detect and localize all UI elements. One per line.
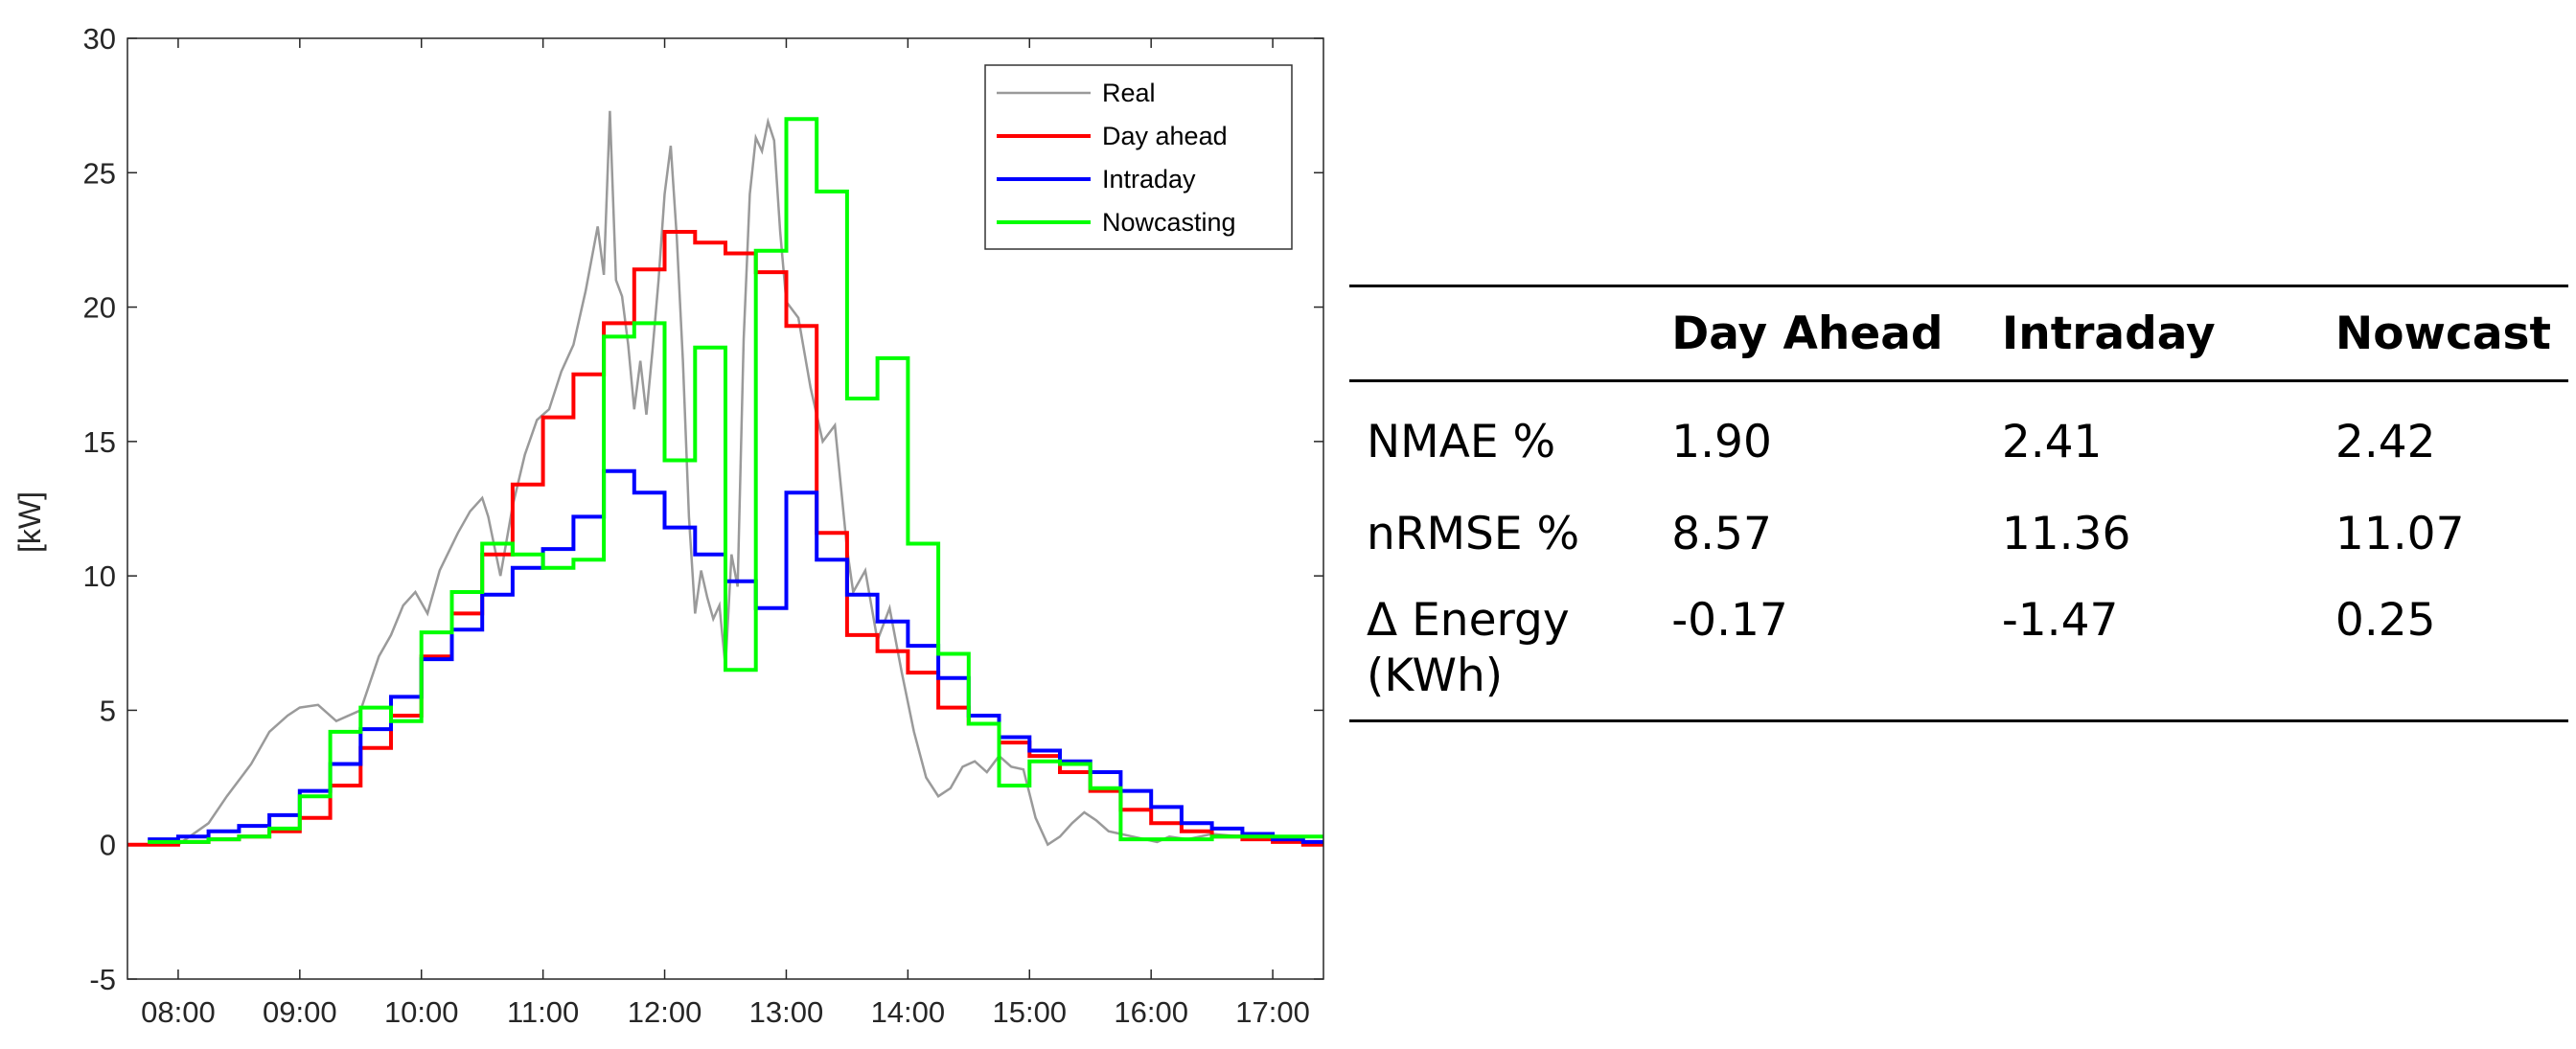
- x-tick-label: 09:00: [263, 995, 337, 1029]
- cell-day-ahead: 8.57: [1671, 507, 1772, 560]
- metrics-row-nrmse: nRMSE % 8.57 11.36 11.07: [1349, 488, 2568, 580]
- x-tick-label: 16:00: [1114, 995, 1188, 1029]
- x-tick-label: 12:00: [628, 995, 702, 1029]
- row-label: nRMSE %: [1367, 507, 1580, 560]
- metrics-table-container: Day Ahead Intraday Nowcast NMAE % 1.90 2…: [1349, 285, 2568, 722]
- row-label-line1: Δ Energy: [1367, 594, 1570, 647]
- y-axis-label: [kW]: [12, 491, 47, 553]
- series-line-intraday: [148, 468, 1323, 844]
- forecast-line-chart: -5 0 5 10 15 20 25 30 08:00 09:00 10:00 11:00 12:00…: [12, 22, 1324, 1029]
- cell-day-ahead: -0.17: [1654, 580, 1985, 722]
- x-tick-label: 14:00: [871, 995, 946, 1029]
- row-label: NMAE %: [1367, 415, 1556, 468]
- legend-label-day-ahead: Day ahead: [1102, 122, 1228, 150]
- header-day-ahead: Day Ahead: [1654, 285, 1985, 382]
- y-tick-label: -5: [89, 963, 116, 996]
- cell-intraday: -1.47: [1984, 580, 2318, 722]
- cell-nowcast: 0.25: [2317, 580, 2568, 722]
- cell-nowcast: 2.42: [2334, 415, 2436, 468]
- series-line-real: [148, 110, 1316, 847]
- plot-frame: [126, 37, 1324, 980]
- series-line-nowcasting: [148, 117, 1323, 844]
- x-tick-label: 10:00: [384, 995, 459, 1029]
- cell-intraday: 2.41: [2001, 415, 2103, 468]
- x-tick-label: 08:00: [141, 995, 216, 1029]
- x-tick-label: 13:00: [749, 995, 824, 1029]
- header-intraday: Intraday: [1984, 285, 2318, 382]
- metrics-row-energy: Δ Energy (KWh) -0.17 -1.47 0.25: [1349, 580, 2568, 722]
- cell-day-ahead: 1.90: [1671, 415, 1772, 468]
- metrics-row-nmae: NMAE % 1.90 2.41 2.42: [1349, 381, 2568, 489]
- row-label-line2: (KWh): [1367, 650, 1504, 702]
- metrics-table: Day Ahead Intraday Nowcast NMAE % 1.90 2…: [1349, 285, 2568, 722]
- legend-label-nowcasting: Nowcasting: [1102, 208, 1236, 237]
- cell-intraday: 11.36: [2001, 507, 2131, 560]
- y-tick-label: 0: [100, 829, 116, 862]
- x-tick-label: 17:00: [1235, 995, 1310, 1029]
- y-tick-label: 25: [83, 156, 116, 190]
- legend: Real Day ahead Intraday Nowcasting: [984, 64, 1293, 250]
- x-tick-label: 11:00: [507, 995, 579, 1029]
- series-line-day-ahead: [127, 230, 1323, 847]
- y-tick-label: 15: [83, 425, 116, 459]
- row-label: Δ Energy (KWh): [1349, 580, 1655, 722]
- x-tick-label: 15:00: [992, 995, 1067, 1029]
- legend-label-real: Real: [1102, 79, 1156, 107]
- cell-nowcast: 11.07: [2334, 507, 2465, 560]
- header-nowcast: Nowcast: [2317, 285, 2568, 382]
- y-tick-label: 20: [83, 291, 116, 325]
- y-tick-label: 10: [83, 559, 116, 593]
- y-tick-label: 30: [83, 22, 116, 56]
- metrics-header-row: Day Ahead Intraday Nowcast: [1349, 285, 2568, 382]
- header-empty: [1349, 285, 1655, 382]
- legend-label-intraday: Intraday: [1102, 165, 1196, 194]
- legend-box: [984, 64, 1293, 250]
- y-tick-label: 5: [100, 694, 116, 727]
